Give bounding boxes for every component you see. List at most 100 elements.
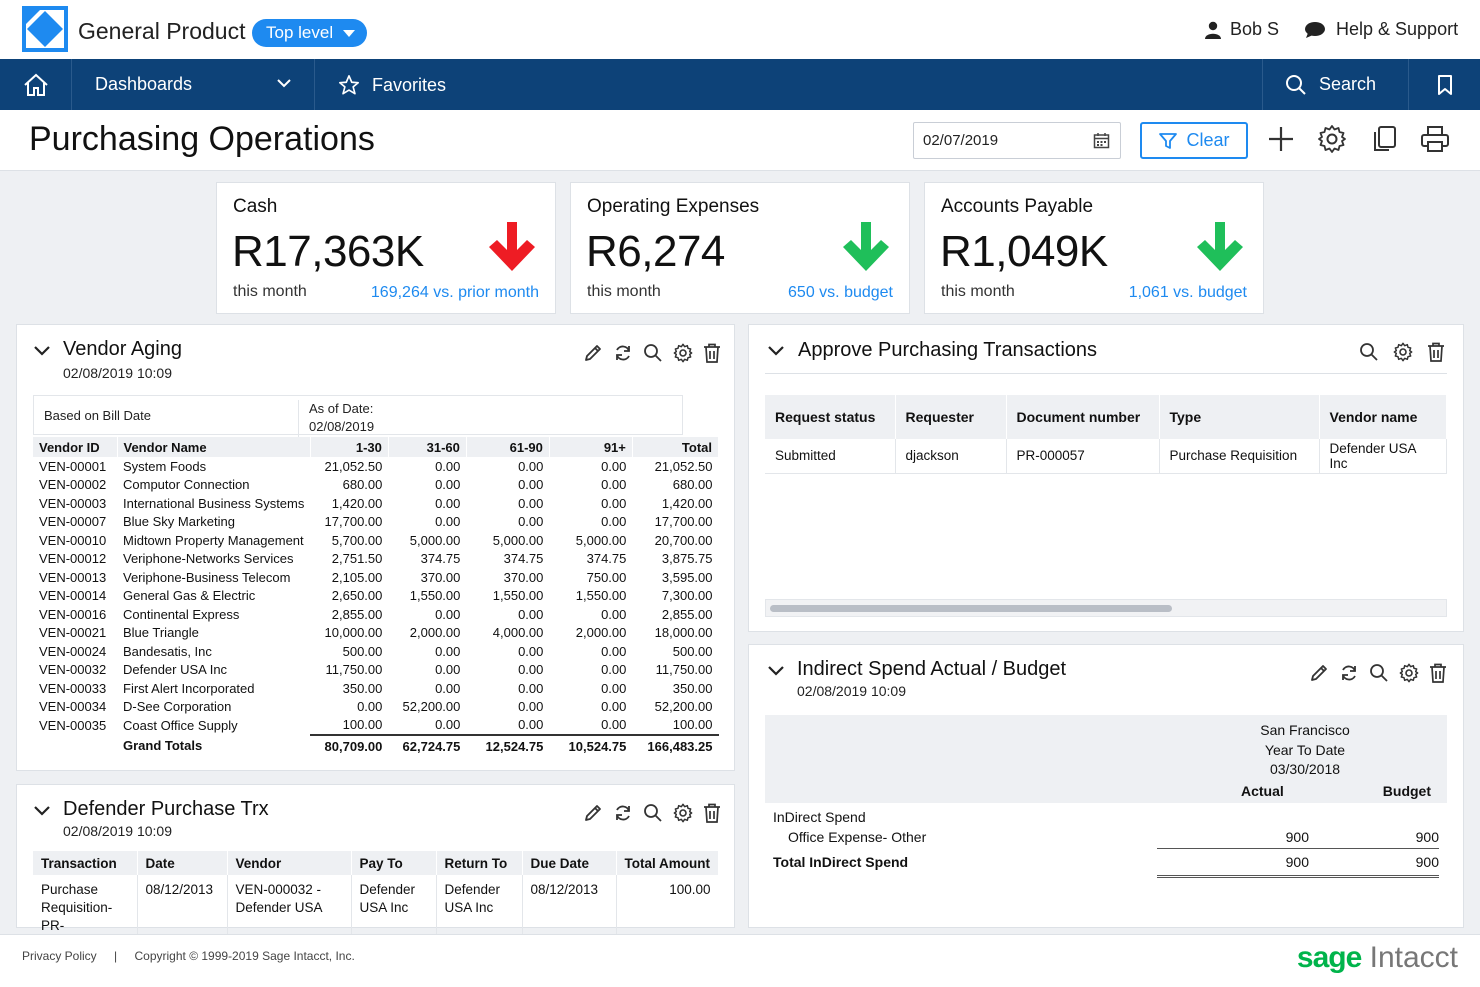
kpi-comparison[interactable]: 650 vs. budget bbox=[788, 284, 893, 301]
cell-vendor-id[interactable]: VEN-00002 bbox=[39, 477, 107, 493]
table-row[interactable]: VEN-00035 Coast Office Supply 100.00 0.00 0.… bbox=[33, 716, 719, 735]
table-row[interactable]: VEN-00034 D-See Corporation 0.00 52,200.00 0… bbox=[33, 698, 719, 717]
collapse-chevron-icon[interactable] bbox=[767, 345, 785, 357]
kpi-card-cash[interactable]: Cash R17,363K this month 169,264 vs. pri… bbox=[216, 182, 556, 314]
cell-vendor-id[interactable]: VEN-00024 bbox=[39, 643, 107, 659]
table-row[interactable]: VEN-00010 Midtown Property Management 5,70… bbox=[33, 531, 719, 550]
cell-document-number[interactable]: PR-000057 bbox=[1006, 439, 1160, 474]
cell-vendor-id[interactable]: VEN-00010 bbox=[39, 532, 107, 548]
favorites-menu[interactable]: Favorites bbox=[338, 74, 446, 96]
column-header[interactable]: Vendor Name bbox=[117, 437, 311, 457]
table-row[interactable]: VEN-00033 First Alert Incorporated 350.00 0… bbox=[33, 679, 719, 698]
column-header[interactable]: Vendor name bbox=[1319, 395, 1447, 439]
search-icon[interactable] bbox=[1359, 342, 1379, 362]
table-row[interactable]: VEN-00021 Blue Triangle 10,000.00 2,000.00 4… bbox=[33, 624, 719, 643]
bookmark-button[interactable] bbox=[1409, 59, 1480, 110]
trash-icon[interactable] bbox=[703, 343, 721, 363]
table-row[interactable]: VEN-00007 Blue Sky Marketing 17,700.00 0.00… bbox=[33, 513, 719, 532]
edit-pencil-icon[interactable] bbox=[1309, 663, 1329, 683]
column-header[interactable]: Vendor ID bbox=[33, 437, 118, 457]
cell-vendor-id[interactable]: VEN-00014 bbox=[39, 588, 107, 604]
table-row[interactable]: Submitted djackson PR-000057 Purchase Re… bbox=[765, 439, 1447, 474]
print-icon[interactable] bbox=[1420, 124, 1450, 154]
collapse-chevron-icon[interactable] bbox=[33, 345, 51, 357]
edit-pencil-icon[interactable] bbox=[583, 343, 603, 363]
cell-vendor-id[interactable]: VEN-00021 bbox=[39, 625, 107, 641]
cell-vendor-id[interactable]: VEN-00013 bbox=[39, 569, 107, 585]
cell-vendor-id[interactable]: VEN-00033 bbox=[39, 680, 107, 696]
refresh-icon[interactable] bbox=[1339, 663, 1359, 683]
kpi-comparison[interactable]: 169,264 vs. prior month bbox=[370, 284, 539, 301]
cell-vendor-id[interactable]: VEN-00016 bbox=[39, 606, 107, 622]
column-header[interactable]: Due Date bbox=[522, 851, 617, 875]
table-row[interactable]: VEN-00024 Bandesatis, Inc 500.00 0.00 0.00 0.… bbox=[33, 642, 719, 661]
cell-vendor-id[interactable]: VEN-00012 bbox=[39, 551, 107, 567]
column-header[interactable]: 61-90 bbox=[466, 437, 550, 457]
cell-vendor-id[interactable]: VEN-00035 bbox=[39, 717, 107, 733]
table-row[interactable]: VEN-00012 Veriphone-Networks Services 2,75… bbox=[33, 550, 719, 569]
column-header[interactable]: Total Amount bbox=[616, 851, 719, 875]
search-icon[interactable] bbox=[1369, 663, 1389, 683]
settings-gear-icon[interactable] bbox=[673, 343, 693, 363]
settings-gear-icon[interactable] bbox=[1399, 663, 1419, 683]
dashboards-menu[interactable]: Dashboards bbox=[72, 59, 315, 110]
column-header[interactable]: 91+ bbox=[549, 437, 633, 457]
column-header[interactable]: Request status bbox=[765, 395, 896, 439]
column-header[interactable]: Pay To bbox=[351, 851, 437, 875]
table-row[interactable]: VEN-00001 System Foods 21,052.50 0.00 0.00 0.… bbox=[33, 457, 719, 476]
trash-icon[interactable] bbox=[703, 803, 721, 823]
collapse-chevron-icon[interactable] bbox=[767, 665, 785, 677]
help-support-link[interactable]: Help & Support bbox=[1304, 19, 1458, 40]
date-filter-input[interactable]: 02/07/2019 bbox=[913, 122, 1121, 159]
table-row[interactable]: Purchase Requisition-PR- 08/12/2013 VEN-… bbox=[33, 875, 719, 939]
cell-transaction[interactable]: Purchase Requisition-PR- bbox=[33, 875, 138, 939]
collapse-chevron-icon[interactable] bbox=[33, 805, 51, 817]
level-dropdown[interactable]: Top level bbox=[252, 19, 368, 47]
settings-gear-icon[interactable] bbox=[673, 803, 693, 823]
search-icon[interactable] bbox=[643, 803, 663, 823]
search-icon[interactable] bbox=[643, 343, 663, 363]
clear-filter-button[interactable]: Clear bbox=[1140, 122, 1248, 159]
column-header[interactable]: Vendor bbox=[227, 851, 352, 875]
kpi-card-operating-expenses[interactable]: Operating Expenses R6,274 this month 650… bbox=[570, 182, 910, 314]
refresh-icon[interactable] bbox=[613, 803, 633, 823]
column-header[interactable]: Date bbox=[137, 851, 228, 875]
home-button[interactable] bbox=[0, 59, 72, 110]
table-row[interactable]: VEN-00016 Continental Express 2,855.00 0.00… bbox=[33, 605, 719, 624]
cell-vendor-id[interactable]: VEN-00032 bbox=[39, 662, 107, 678]
cell-vendor-id[interactable]: VEN-00034 bbox=[39, 699, 107, 715]
copy-icon[interactable] bbox=[1369, 124, 1399, 154]
cell-vendor-id[interactable]: VEN-00003 bbox=[39, 495, 107, 511]
column-header[interactable]: Transaction bbox=[33, 851, 138, 875]
scrollbar-thumb[interactable] bbox=[770, 605, 1172, 612]
calendar-icon[interactable] bbox=[1093, 132, 1110, 149]
user-menu[interactable]: Bob S bbox=[1204, 19, 1279, 40]
column-header[interactable]: 31-60 bbox=[388, 437, 467, 457]
cell-vendor-id[interactable]: VEN-00001 bbox=[39, 458, 107, 474]
table-row[interactable]: VEN-00032 Defender USA Inc 11,750.00 0.00 0.… bbox=[33, 661, 719, 680]
table-row[interactable]: VEN-00013 Veriphone-Business Telecom 2,105… bbox=[33, 568, 719, 587]
column-header[interactable]: Document number bbox=[1006, 395, 1160, 439]
privacy-policy-link[interactable]: Privacy Policy bbox=[22, 949, 97, 963]
trash-icon[interactable] bbox=[1427, 342, 1445, 362]
horizontal-scrollbar[interactable] bbox=[765, 599, 1447, 617]
kpi-comparison[interactable]: 1,061 vs. budget bbox=[1128, 284, 1247, 301]
add-icon[interactable] bbox=[1266, 124, 1296, 154]
column-header[interactable]: Type bbox=[1159, 395, 1320, 439]
cell-vendor-id[interactable]: VEN-00007 bbox=[39, 514, 107, 530]
refresh-icon[interactable] bbox=[613, 343, 633, 363]
kpi-card-accounts-payable[interactable]: Accounts Payable R1,049K this month 1,06… bbox=[924, 182, 1264, 314]
table-row[interactable]: VEN-00003 International Business Systems 1… bbox=[33, 494, 719, 513]
table-row[interactable]: VEN-00014 General Gas & Electric 2,650.00 1… bbox=[33, 587, 719, 606]
search-button[interactable]: Search bbox=[1262, 59, 1409, 110]
column-header[interactable]: Total bbox=[632, 437, 720, 457]
settings-gear-icon[interactable] bbox=[1393, 342, 1413, 362]
column-header[interactable]: 1-30 bbox=[310, 437, 389, 457]
column-header[interactable]: Return To bbox=[436, 851, 523, 875]
app-logo-icon[interactable] bbox=[22, 6, 68, 52]
trash-icon[interactable] bbox=[1429, 663, 1447, 683]
settings-gear-icon[interactable] bbox=[1317, 124, 1347, 154]
column-header[interactable]: Requester bbox=[895, 395, 1007, 439]
table-row[interactable]: VEN-00002 Computor Connection 680.00 0.00 0.… bbox=[33, 476, 719, 495]
edit-pencil-icon[interactable] bbox=[583, 803, 603, 823]
